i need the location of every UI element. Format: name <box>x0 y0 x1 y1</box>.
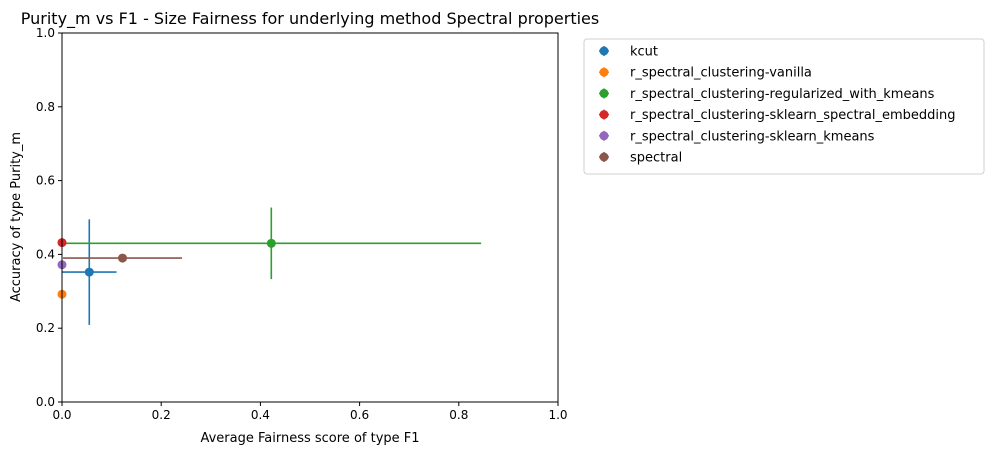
data-point <box>84 267 94 277</box>
y-tick-label: 0.6 <box>36 174 55 188</box>
chart-title: Purity_m vs F1 - Size Fairness for under… <box>21 9 599 29</box>
legend-label: r_spectral_clustering-sklearn_kmeans <box>630 129 875 144</box>
x-tick-label: 0.8 <box>449 408 468 422</box>
legend-item: r_spectral_clustering-sklearn_spectral_e… <box>599 108 955 123</box>
legend-label: r_spectral_clustering-regularized_with_k… <box>630 87 935 102</box>
legend-item: spectral <box>599 151 682 166</box>
legend-marker <box>599 67 609 77</box>
legend: kcut r_spectral_clustering-vanilla r_spect… <box>583 38 985 175</box>
y-tick-label: 0.2 <box>36 321 55 335</box>
legend-item: r_spectral_clustering-regularized_with_k… <box>599 87 935 102</box>
legend-items: kcut r_spectral_clustering-vanilla r_spect… <box>599 45 955 166</box>
x-tick-label: 0.6 <box>350 408 369 422</box>
legend-label: r_spectral_clustering-sklearn_spectral_e… <box>630 108 955 123</box>
y-tick-label: 0.8 <box>36 100 55 114</box>
legend-marker <box>599 131 609 141</box>
legend-label: spectral <box>630 151 682 166</box>
x-tick-label: 0.2 <box>152 408 171 422</box>
legend-marker <box>599 152 609 162</box>
legend-label: kcut <box>630 45 658 60</box>
data-point <box>118 253 128 263</box>
legend-label: r_spectral_clustering-vanilla <box>630 66 812 81</box>
data-marks <box>57 207 482 325</box>
x-tick-label: 0.0 <box>52 408 71 422</box>
series-r_spectral_clustering-regularized_with_kmeans <box>61 207 482 280</box>
x-axis: 0.0 0.2 0.4 0.6 0.8 1.0 <box>52 402 568 422</box>
y-tick-label: 0.0 <box>36 395 55 409</box>
y-axis-label: Accuracy of type Purity_m <box>9 132 24 302</box>
x-tick-label: 1.0 <box>548 408 567 422</box>
legend-item: kcut <box>599 45 658 60</box>
data-point <box>266 238 276 248</box>
legend-marker <box>599 46 609 56</box>
series-spectral <box>62 253 183 263</box>
legend-marker <box>599 88 609 98</box>
plot-frame <box>61 32 559 403</box>
y-axis: 0.0 0.2 0.4 0.6 0.8 1.0 <box>36 26 62 409</box>
series-kcut <box>62 219 117 325</box>
legend-marker <box>599 110 609 120</box>
y-tick-label: 0.4 <box>36 247 55 261</box>
legend-item: r_spectral_clustering-vanilla <box>599 66 812 81</box>
legend-item: r_spectral_clustering-sklearn_kmeans <box>599 129 875 144</box>
legend-frame <box>583 38 985 175</box>
x-tick-label: 0.4 <box>251 408 270 422</box>
plot-area <box>57 32 559 403</box>
y-tick-label: 1.0 <box>36 26 55 40</box>
x-axis-label: Average Fairness score of type F1 <box>200 431 419 446</box>
